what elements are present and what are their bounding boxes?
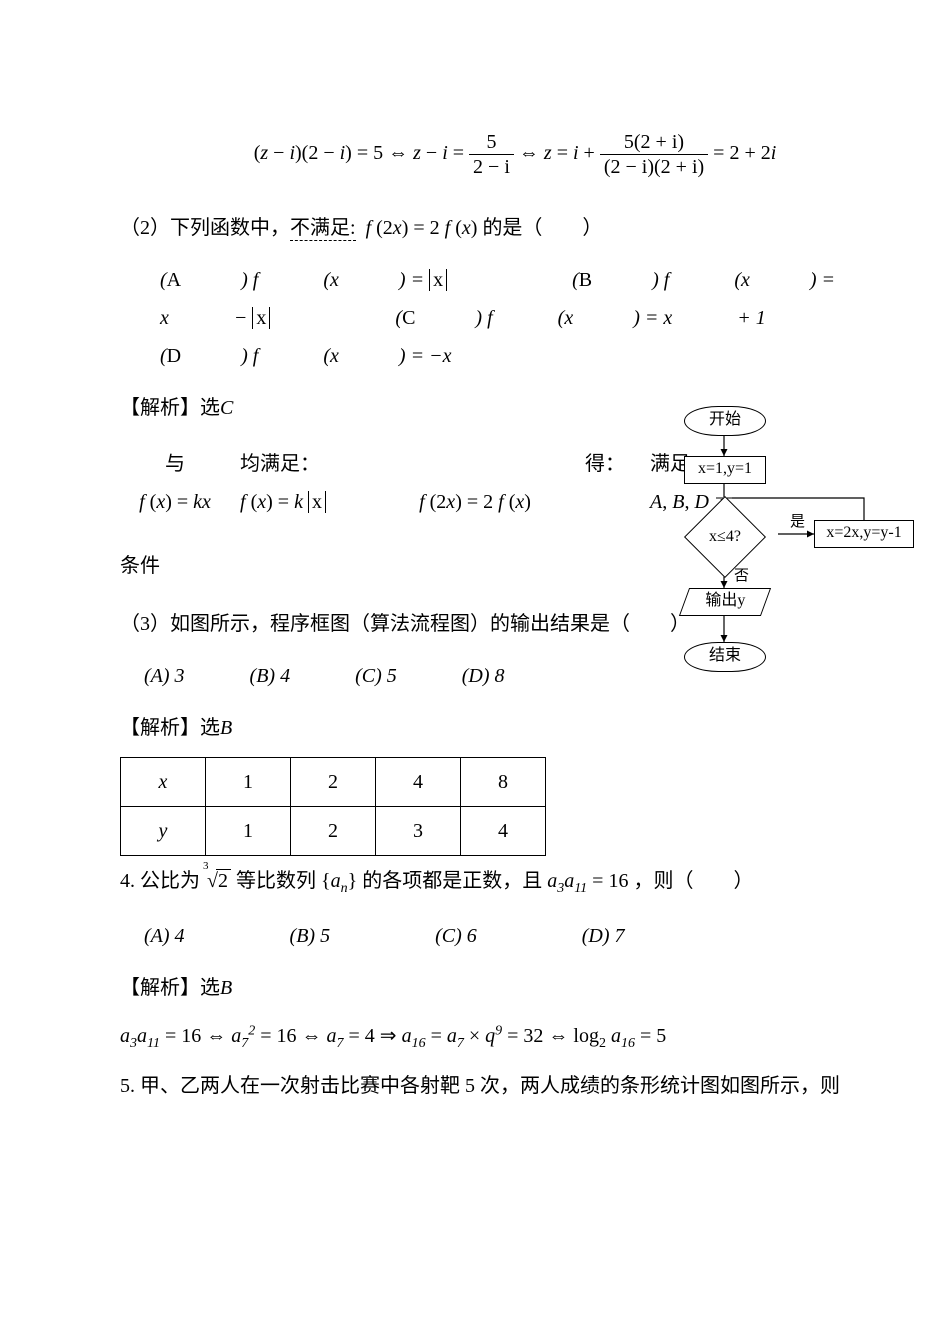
q5-stem: 5. 甲、乙两人在一次射击比赛中各射靶 5 次，两人成绩的条形统计图如图所示，则	[120, 1067, 840, 1105]
flowchart: 开始 x=1,y=1 x≤4? 是 否 x=2x,y=y-1 输出y 结束	[654, 402, 914, 702]
q2-stem: （2）下列函数中，不满足: f (2x) = 2 f (x) 的是（ ）	[120, 209, 840, 247]
fc-yes: 是	[790, 508, 805, 537]
q3-answer: 【解析】选B	[120, 709, 840, 747]
q4-answer: 【解析】选B	[120, 969, 840, 1007]
fc-end: 结束	[684, 642, 766, 672]
q2-options: (A) f (x) = x (B) f (x) = x − x (C) f (x…	[160, 261, 840, 375]
fc-no: 否	[734, 562, 749, 591]
q4-solution: a3a11 = 16 ⇔ a72 = 16 ⇔ a7 = 4 ⇒ a16 = a…	[120, 1017, 840, 1058]
q4-options: (A) 4 (B) 5 (C) 6 (D) 7	[144, 917, 840, 955]
q3-table: x 1 2 4 8 y 1 2 3 4	[120, 757, 546, 856]
q2-optA: (A) f (x) = x	[160, 269, 507, 291]
q2-optD: (D) f (x) = −x	[160, 345, 511, 367]
fc-init: x=1,y=1	[684, 456, 766, 484]
fc-output: 输出y	[679, 588, 771, 616]
fc-start: 开始	[684, 406, 766, 436]
equation-1: (z − i)(2 − i) = 5 ⇔ z − i = 52 − i ⇔ z …	[190, 130, 840, 179]
q2-optC: (C) f (x) = x + 1	[395, 307, 765, 329]
fc-update: x=2x,y=y-1	[814, 520, 914, 548]
q4-stem: 4. 公比为 32 等比数列 {an} 的各项都是正数，且 a3a11 = 16…	[120, 862, 840, 903]
